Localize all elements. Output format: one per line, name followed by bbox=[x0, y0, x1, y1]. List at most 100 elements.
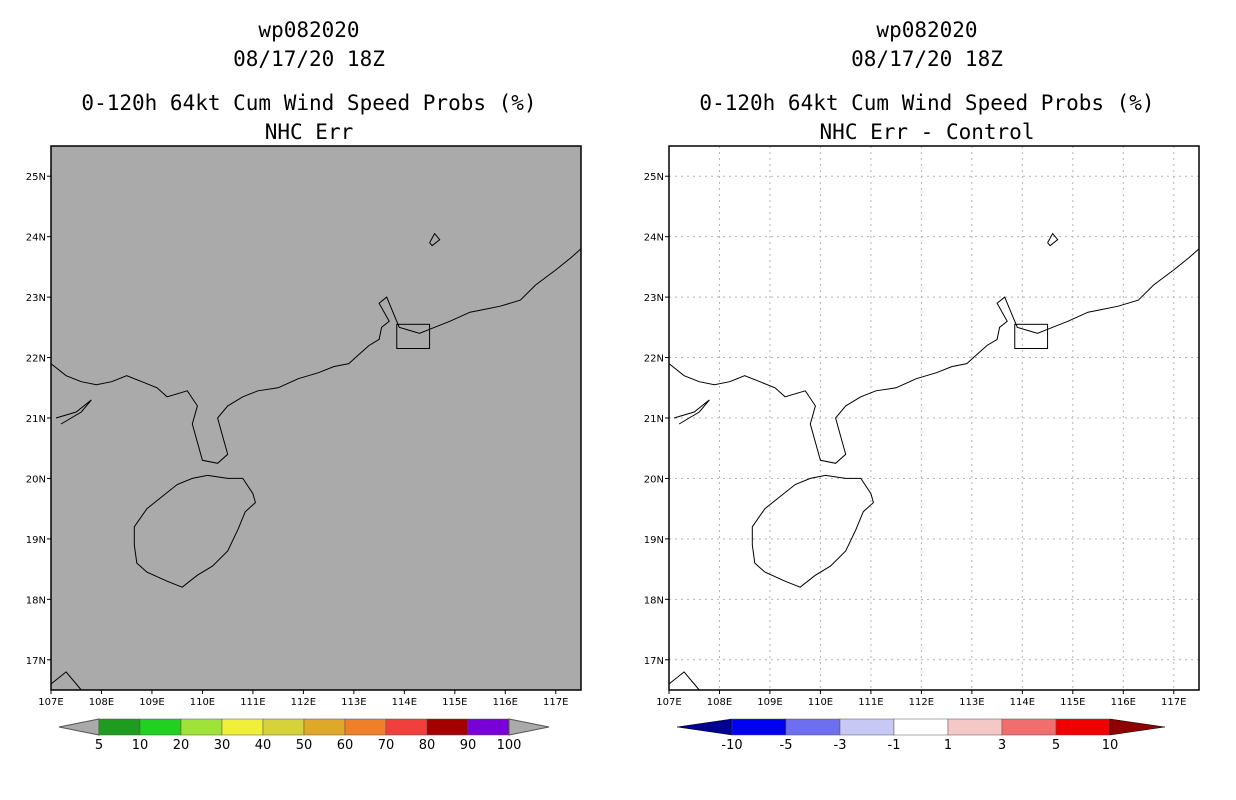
colorbar-label: 3 bbox=[998, 738, 1006, 753]
colorbar-swatch bbox=[893, 718, 949, 736]
map-frame: 25N 24N 23N 22N 21N 20N 19N 18N 17N 107E 108E 109E 1… bbox=[644, 145, 1200, 753]
coastline bbox=[673, 399, 710, 425]
product-title: 0-120h 64kt Cum Wind Speed Probs (%) bbox=[699, 91, 1155, 115]
lon-label: 115E bbox=[1060, 697, 1085, 708]
coastline bbox=[429, 232, 441, 247]
lat-label: 25N bbox=[26, 172, 46, 183]
lat-label: 23N bbox=[26, 293, 46, 304]
lon-label: 116E bbox=[493, 697, 518, 708]
storm-id: wp082020 bbox=[258, 18, 360, 42]
colorbar-label: 80 bbox=[419, 738, 436, 753]
product-title: 0-120h 64kt Cum Wind Speed Probs (%) bbox=[81, 91, 537, 115]
subtitle: NHC Err bbox=[264, 120, 354, 144]
colorbar-swatch bbox=[262, 718, 305, 736]
lon-label: 111E bbox=[858, 697, 883, 708]
lat-label: 24N bbox=[644, 233, 664, 244]
colorbar-label: -1 bbox=[888, 738, 901, 753]
colorbar-swatch bbox=[139, 718, 182, 736]
colorbar-swatch bbox=[221, 718, 264, 736]
coastline bbox=[668, 248, 1200, 464]
lat-label: 19N bbox=[26, 535, 46, 546]
colorbar-label: 10 bbox=[1102, 738, 1119, 753]
coastline bbox=[55, 399, 92, 425]
coastline bbox=[133, 474, 256, 588]
colorbar-swatch bbox=[385, 718, 428, 736]
colorbar-label: 40 bbox=[255, 738, 272, 753]
lon-label: 107E bbox=[38, 697, 63, 708]
lon-label: 111E bbox=[240, 697, 265, 708]
coastline bbox=[1047, 232, 1059, 247]
map-background bbox=[51, 146, 581, 690]
colorbar-label: -5 bbox=[780, 738, 793, 753]
colorbar-swatch bbox=[303, 718, 346, 736]
colorbar-arrow-left bbox=[676, 718, 733, 736]
coastline bbox=[50, 671, 82, 691]
colorbar-swatch bbox=[98, 718, 141, 736]
colorbar-label: 20 bbox=[173, 738, 190, 753]
coastline bbox=[751, 474, 874, 588]
storm-id: wp082020 bbox=[876, 18, 978, 42]
lon-label: 110E bbox=[190, 697, 215, 708]
lon-label: 116E bbox=[1111, 697, 1136, 708]
colorbar-arrow-right bbox=[1109, 718, 1166, 736]
datetime: 08/17/20 18Z bbox=[233, 47, 385, 71]
lat-label: 18N bbox=[644, 595, 664, 606]
colorbar-label: 100 bbox=[497, 738, 522, 753]
lat-label: 21N bbox=[644, 414, 664, 425]
colorbar-label: 5 bbox=[95, 738, 103, 753]
lon-label: 109E bbox=[139, 697, 164, 708]
colorbar-label: 50 bbox=[296, 738, 313, 753]
lat-label: 17N bbox=[26, 656, 46, 667]
lon-label: 115E bbox=[442, 697, 467, 708]
colorbar-swatch bbox=[839, 718, 895, 736]
lon-label: 113E bbox=[959, 697, 984, 708]
lon-label: 114E bbox=[1010, 697, 1035, 708]
colorbar-swatch bbox=[1001, 718, 1057, 736]
lat-label: 20N bbox=[26, 474, 46, 485]
panel-nhc-err: wp082020 08/17/20 18Z 0-120h 64kt Cum Wi… bbox=[26, 18, 582, 753]
lat-label: 18N bbox=[26, 595, 46, 606]
colorbar-label: 30 bbox=[214, 738, 231, 753]
lat-label: 22N bbox=[26, 354, 46, 365]
lat-label: 19N bbox=[644, 535, 664, 546]
lon-label: 110E bbox=[808, 697, 833, 708]
lon-label: 113E bbox=[341, 697, 366, 708]
colorbar-label: 5 bbox=[1052, 738, 1060, 753]
datetime: 08/17/20 18Z bbox=[851, 47, 1003, 71]
lon-label: 109E bbox=[757, 697, 782, 708]
colorbar-swatch bbox=[467, 718, 510, 736]
lon-label: 108E bbox=[89, 697, 114, 708]
lon-label: 114E bbox=[392, 697, 417, 708]
colorbar-label: -10 bbox=[721, 738, 742, 753]
colorbar-arrow-right bbox=[508, 718, 550, 736]
lat-label: 23N bbox=[644, 293, 664, 304]
colorbar-swatch bbox=[180, 718, 223, 736]
lon-label: 112E bbox=[909, 697, 934, 708]
subtitle: NHC Err - Control bbox=[819, 120, 1035, 144]
colorbar-swatch bbox=[1055, 718, 1111, 736]
colorbar-label: 70 bbox=[378, 738, 395, 753]
colorbar-swatch bbox=[785, 718, 841, 736]
coastline bbox=[50, 248, 582, 464]
colorbar-swatch bbox=[731, 718, 787, 736]
colorbar-swatch bbox=[947, 718, 1003, 736]
coastline bbox=[1014, 323, 1049, 349]
lat-label: 22N bbox=[644, 354, 664, 365]
lat-label: 24N bbox=[26, 233, 46, 244]
lon-label: 112E bbox=[291, 697, 316, 708]
lat-label: 20N bbox=[644, 474, 664, 485]
colorbar-label: -3 bbox=[834, 738, 847, 753]
colorbar-label: 10 bbox=[132, 738, 149, 753]
colorbar-label: 1 bbox=[944, 738, 952, 753]
colorbar-swatch bbox=[426, 718, 469, 736]
colorbar-arrow-left bbox=[58, 718, 100, 736]
lon-label: 108E bbox=[707, 697, 732, 708]
lon-label: 117E bbox=[1161, 697, 1186, 708]
colorbar-label: 60 bbox=[337, 738, 354, 753]
lon-label: 117E bbox=[543, 697, 568, 708]
coastline bbox=[668, 671, 700, 691]
lat-label: 21N bbox=[26, 414, 46, 425]
colorbar-label: 90 bbox=[460, 738, 477, 753]
lat-label: 25N bbox=[644, 172, 664, 183]
colorbar-swatch bbox=[344, 718, 387, 736]
